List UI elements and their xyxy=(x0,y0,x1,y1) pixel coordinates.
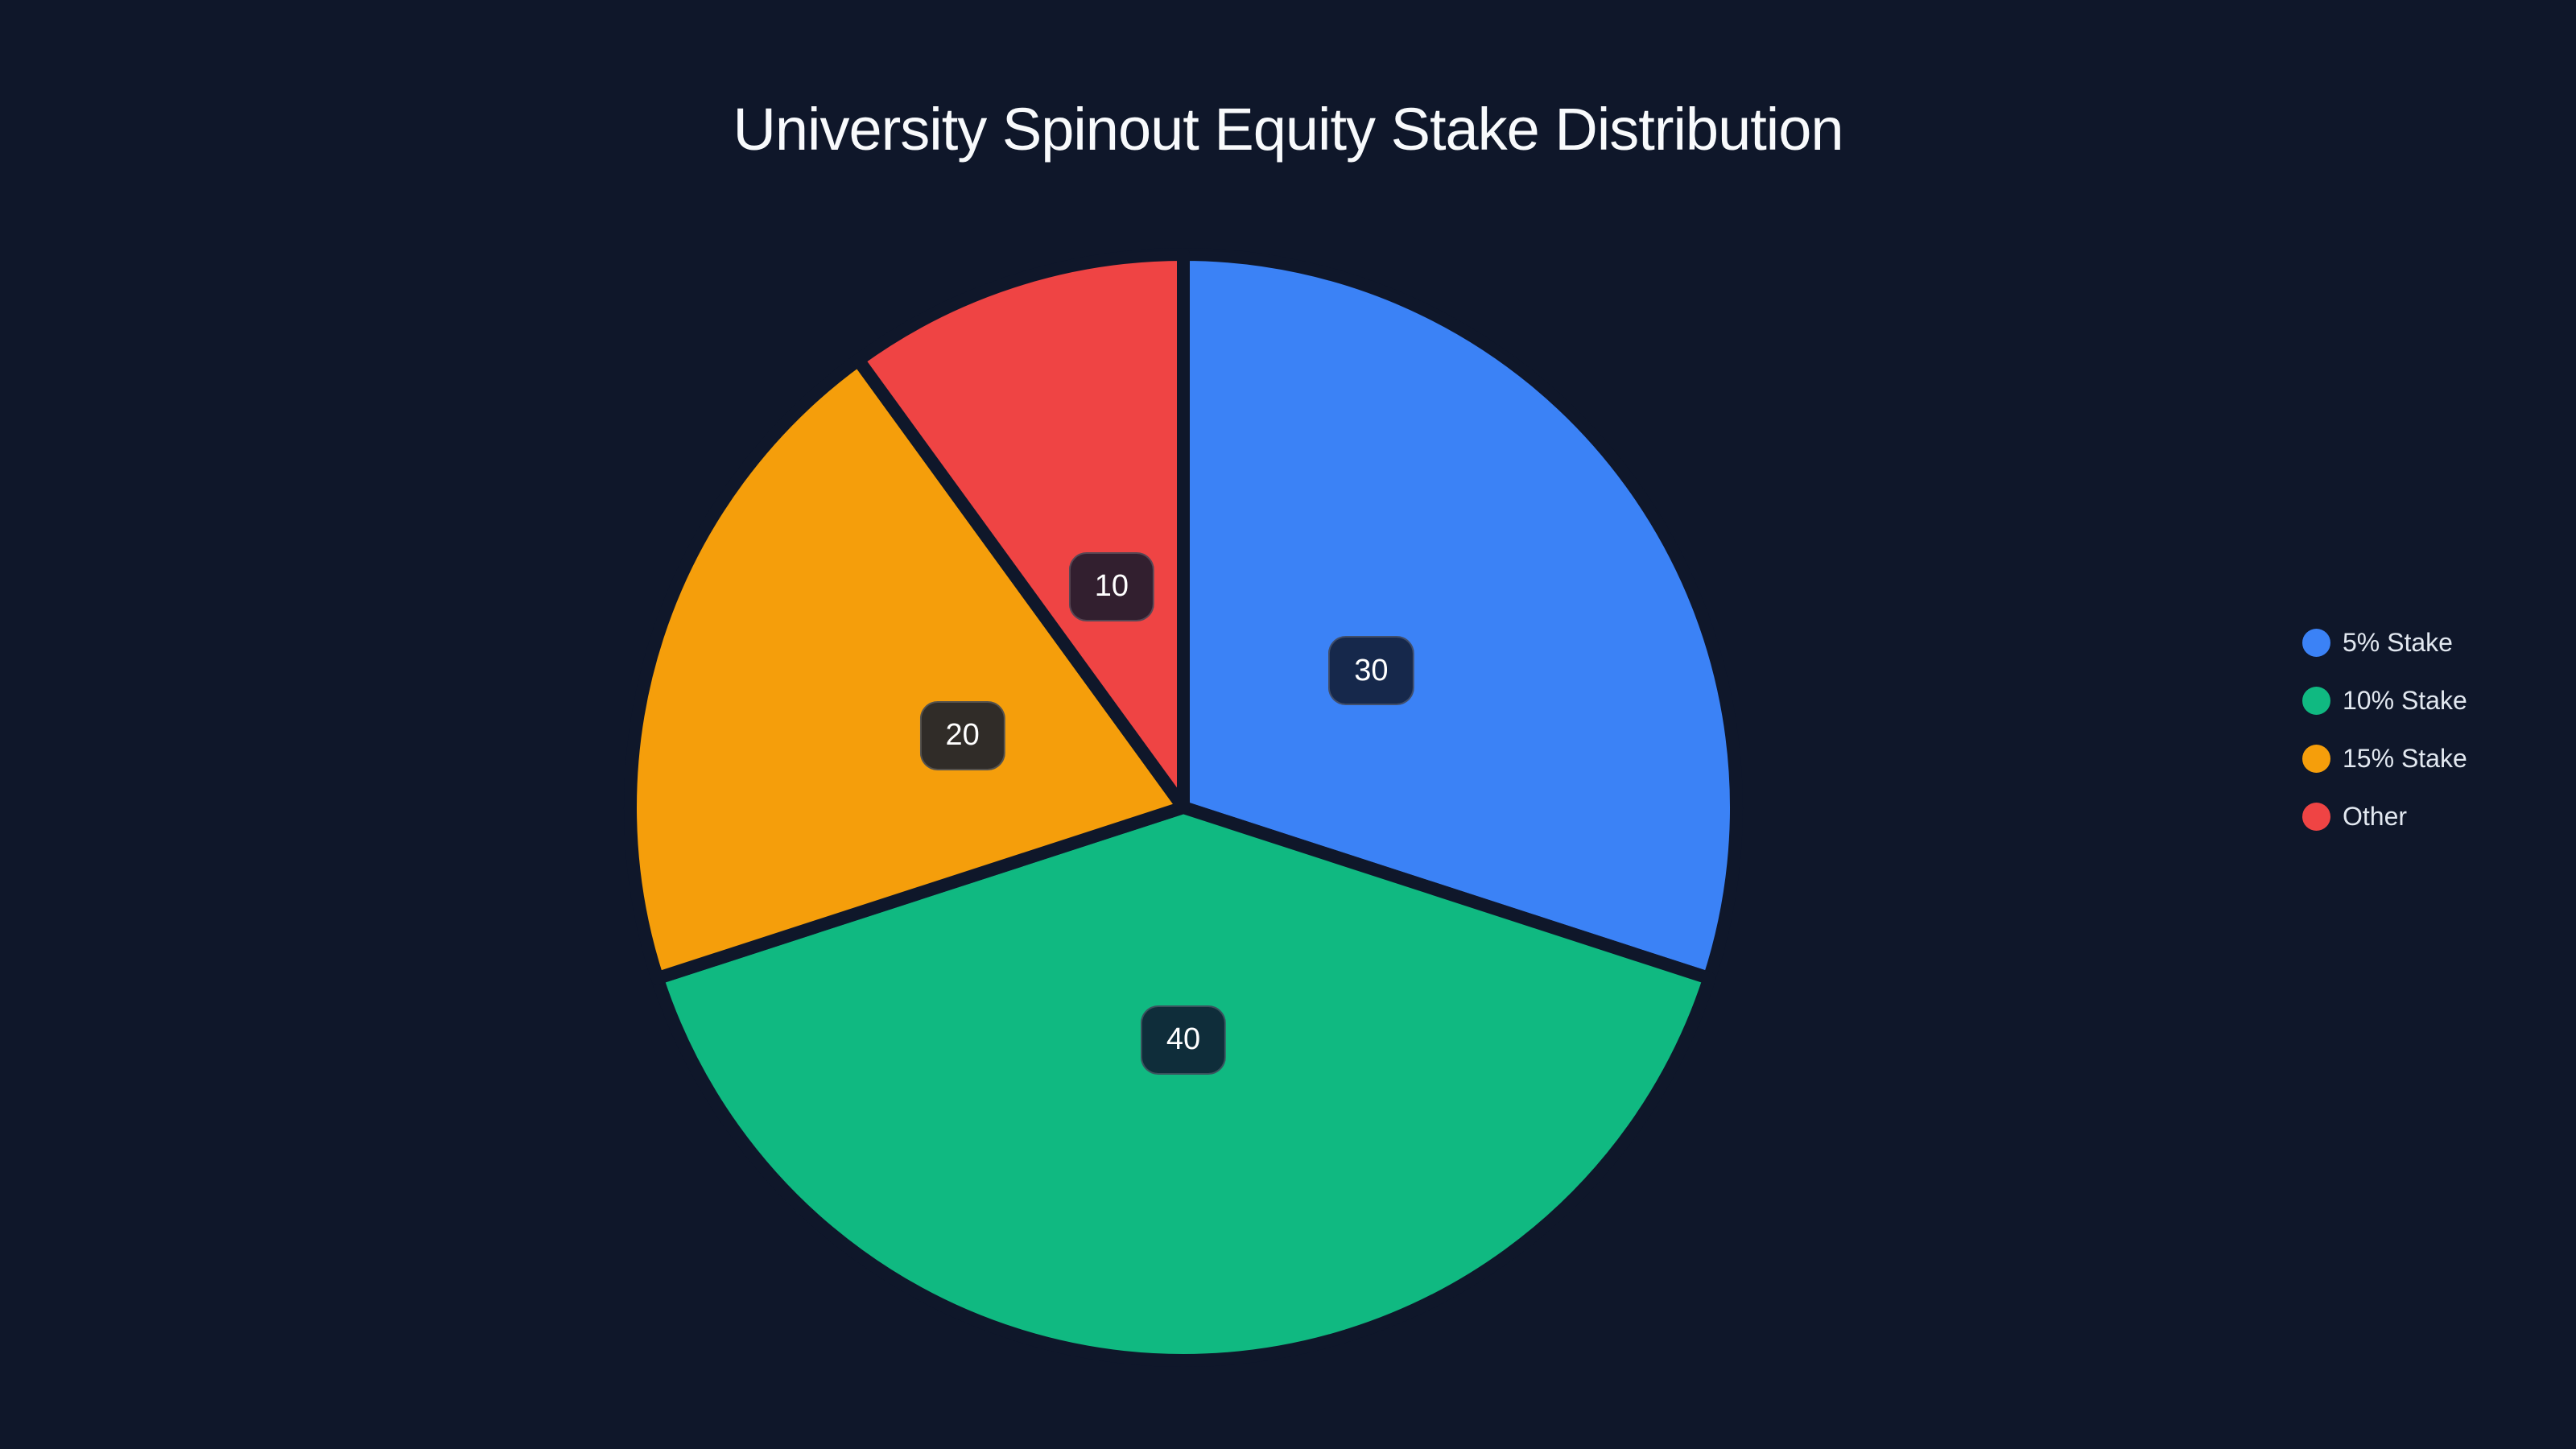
slice-value-label: 10 xyxy=(1068,551,1154,621)
legend-label: 10% Stake xyxy=(2343,685,2467,715)
pie-slice-10pct-stake[interactable] xyxy=(650,801,1716,1368)
slice-value-label: 20 xyxy=(919,700,1005,770)
legend-label: 15% Stake xyxy=(2343,743,2467,773)
legend-item-other[interactable]: Other xyxy=(2302,787,2467,845)
pie-slice-other[interactable] xyxy=(852,248,1190,814)
legend-swatch-icon xyxy=(2302,802,2330,831)
legend-item-5pct-stake[interactable]: 5% Stake xyxy=(2302,613,2467,671)
legend-item-15pct-stake[interactable]: 15% Stake xyxy=(2302,729,2467,787)
slice-value-label: 30 xyxy=(1328,636,1414,706)
slice-value-label: 40 xyxy=(1140,1005,1227,1075)
legend-swatch-icon xyxy=(2302,744,2330,773)
legend-swatch-icon xyxy=(2302,628,2330,657)
pie-slice-5pct-stake[interactable] xyxy=(1177,248,1744,985)
legend: 5% Stake 10% Stake 15% Stake Other xyxy=(2302,613,2467,845)
legend-swatch-icon xyxy=(2302,686,2330,715)
legend-label: 5% Stake xyxy=(2343,627,2453,657)
chart-title: University Spinout Equity Stake Distribu… xyxy=(733,96,1843,163)
legend-item-10pct-stake[interactable]: 10% Stake xyxy=(2302,671,2467,729)
legend-label: Other xyxy=(2343,801,2408,831)
pie-slice-15pct-stake[interactable] xyxy=(624,353,1190,985)
